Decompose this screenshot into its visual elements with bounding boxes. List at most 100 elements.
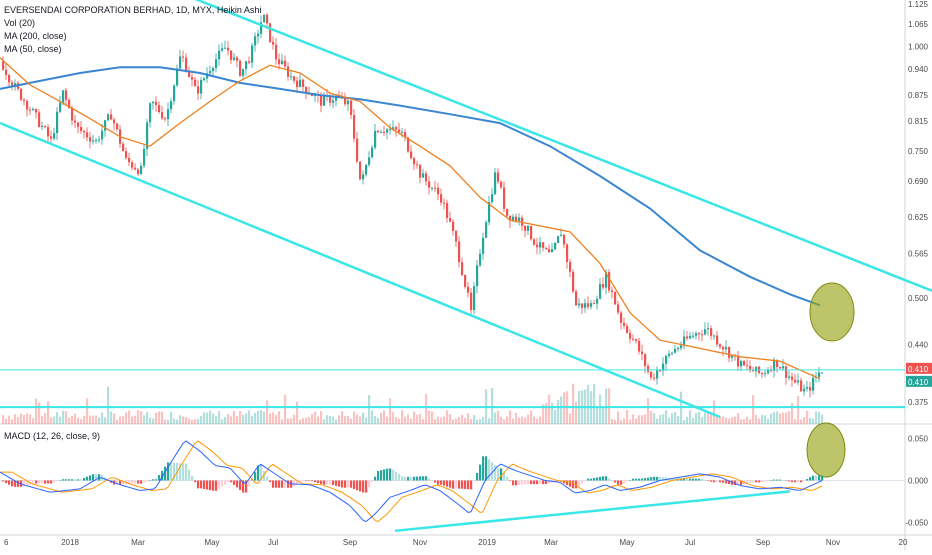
macd-histogram-bar bbox=[782, 480, 785, 481]
macd-histogram-bar bbox=[2, 480, 5, 482]
macd-histogram-bar bbox=[548, 480, 551, 484]
macd-histogram-bar bbox=[428, 478, 431, 481]
candle bbox=[290, 69, 293, 81]
macd-histogram-bar bbox=[416, 476, 419, 481]
candle-body bbox=[359, 161, 362, 180]
price-tick-label: 0.500 bbox=[908, 294, 929, 303]
time-tick-label: 20 bbox=[899, 538, 908, 547]
volume-bar bbox=[818, 411, 821, 424]
macd-histogram-bar bbox=[308, 480, 311, 481]
candle bbox=[8, 73, 11, 87]
macd-histogram-bar bbox=[266, 476, 269, 481]
candle bbox=[116, 122, 119, 132]
candle-body bbox=[458, 241, 461, 263]
volume-bar bbox=[422, 419, 425, 424]
candle-body bbox=[635, 339, 638, 341]
candle-body bbox=[488, 202, 491, 223]
volume-bar bbox=[722, 416, 725, 424]
candle bbox=[812, 373, 815, 395]
macd-histogram-bar bbox=[14, 480, 17, 487]
candle-body bbox=[353, 115, 356, 139]
volume-bar bbox=[791, 402, 794, 424]
macd-histogram-bar bbox=[380, 470, 383, 481]
candle-body bbox=[32, 108, 35, 111]
candle bbox=[98, 135, 101, 144]
candle bbox=[590, 300, 593, 310]
volume-bar bbox=[377, 417, 380, 424]
candle bbox=[461, 257, 464, 276]
macd-histogram-bar bbox=[293, 480, 296, 487]
volume-bar bbox=[323, 419, 326, 424]
candle bbox=[83, 129, 86, 139]
candle bbox=[296, 76, 299, 93]
candle bbox=[551, 243, 554, 253]
volume-bar bbox=[167, 419, 170, 424]
candle-body bbox=[818, 372, 821, 377]
candle bbox=[254, 32, 257, 52]
volume-bar bbox=[269, 413, 272, 424]
candle-body bbox=[374, 130, 377, 148]
macd-histogram-bar bbox=[536, 480, 539, 485]
candle-body bbox=[428, 181, 431, 188]
candle bbox=[680, 341, 683, 351]
volume-bar bbox=[140, 411, 143, 424]
candle-body bbox=[95, 140, 98, 142]
volume-bar bbox=[707, 412, 710, 424]
candle-body bbox=[659, 370, 662, 372]
macd-histogram-bar bbox=[707, 480, 710, 481]
macd-histogram-bar bbox=[314, 480, 317, 483]
macd-signal-line bbox=[0, 440, 823, 523]
candle-body bbox=[218, 50, 221, 60]
candle-body bbox=[740, 360, 743, 367]
macd-histogram-bar bbox=[821, 475, 824, 481]
volume-bar bbox=[35, 398, 38, 424]
legend-ma200: MA (200, close) bbox=[4, 31, 67, 41]
macd-histogram-bar bbox=[62, 479, 65, 481]
macd-histogram-bar bbox=[50, 480, 53, 484]
axes: 1.125 1.065 1.000 0.940 0.875 0.815 0.750 0.690… bbox=[4, 0, 932, 547]
macd-histogram-bar bbox=[470, 480, 473, 490]
candle-body bbox=[716, 335, 719, 345]
macd-histogram-bar bbox=[332, 480, 335, 486]
candle bbox=[23, 97, 26, 106]
macd-histogram-bar bbox=[467, 480, 470, 490]
macd-histogram-bar bbox=[629, 480, 632, 481]
macd-histogram-bar bbox=[794, 480, 797, 483]
macd-histogram-bar bbox=[368, 480, 371, 488]
candle bbox=[11, 80, 14, 91]
macd-histogram-bar bbox=[614, 480, 617, 483]
macd-histogram-bar bbox=[494, 465, 497, 481]
volume-bar bbox=[644, 414, 647, 424]
volume-bar bbox=[38, 402, 41, 424]
macd-histogram-bar bbox=[578, 480, 581, 486]
macd-histogram-bar bbox=[779, 479, 782, 481]
candle-body bbox=[395, 127, 398, 130]
candle bbox=[440, 188, 443, 206]
volume-bar bbox=[191, 419, 194, 424]
volume-bar bbox=[311, 414, 314, 424]
candle bbox=[281, 53, 284, 65]
candle bbox=[152, 101, 155, 110]
candle bbox=[149, 102, 152, 128]
candle bbox=[293, 75, 296, 84]
candle bbox=[197, 79, 200, 100]
candle-body bbox=[770, 370, 773, 372]
price-tag-label: 0.410 bbox=[908, 365, 929, 374]
macd-histogram-bar bbox=[686, 478, 689, 481]
candle-body bbox=[503, 187, 506, 209]
macd-histogram-bar bbox=[209, 480, 212, 491]
macd-histogram-bar bbox=[407, 476, 410, 481]
volume-bar bbox=[272, 412, 275, 424]
candle-body bbox=[434, 187, 437, 189]
macd-histogram-bar bbox=[443, 480, 446, 486]
candle bbox=[707, 322, 710, 336]
candle bbox=[740, 359, 743, 371]
macd-trendline bbox=[394, 490, 791, 533]
volume-bar bbox=[431, 411, 434, 424]
macd-histogram-bar bbox=[56, 480, 59, 482]
macd-histogram-bar bbox=[473, 480, 476, 482]
volume-bar bbox=[416, 414, 419, 424]
price-tick-label: 0.940 bbox=[908, 65, 929, 74]
candle bbox=[275, 38, 278, 65]
